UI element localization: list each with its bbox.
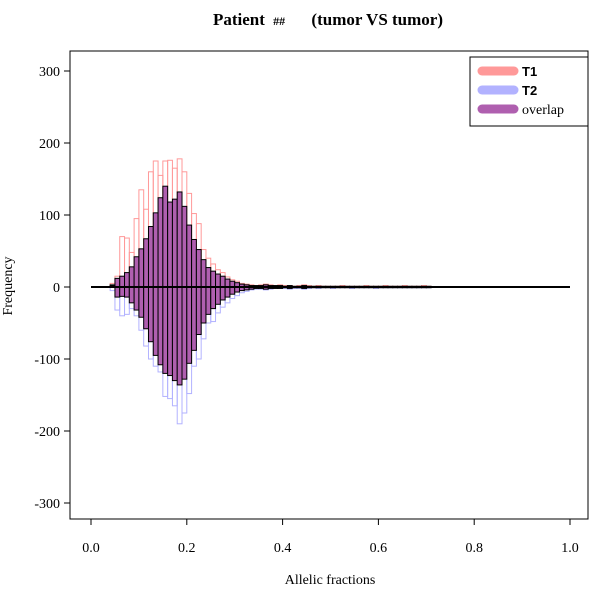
overlap-bar bbox=[167, 201, 173, 288]
x-tick-label: 0.0 bbox=[82, 541, 100, 556]
overlap-bar bbox=[167, 286, 173, 377]
y-axis: -300 -200 -100 0 100 200 300 bbox=[34, 65, 70, 512]
overlap-bar bbox=[128, 266, 135, 288]
overlap-bar bbox=[133, 286, 140, 311]
overlap-bar bbox=[143, 238, 149, 288]
overlap-bar bbox=[210, 270, 217, 288]
overlap-bar bbox=[119, 275, 126, 288]
overlap-bar bbox=[210, 286, 217, 310]
overlap-bar bbox=[162, 185, 169, 288]
overlap-bar bbox=[205, 267, 212, 288]
chart-title: Patient ## (tumor VS tumor) bbox=[213, 10, 443, 29]
plot-frame bbox=[69, 50, 589, 520]
x-axis: 0.0 0.2 0.4 0.6 0.8 1.0 bbox=[82, 519, 579, 556]
legend: T1 T2 overlap bbox=[469, 56, 589, 127]
overlap-bar bbox=[219, 275, 226, 288]
overlap-bar bbox=[224, 286, 231, 298]
x-tick-label: 0.2 bbox=[178, 541, 196, 556]
overlap-bar bbox=[152, 212, 159, 288]
overlap-bars bbox=[109, 185, 432, 386]
x-axis-label: Allelic fractions bbox=[285, 573, 376, 588]
overlap-bar bbox=[181, 205, 188, 288]
overlap-bar bbox=[224, 278, 231, 288]
overlap-bar bbox=[205, 286, 212, 315]
legend-overlap-label: overlap bbox=[522, 103, 564, 118]
overlap-bar bbox=[195, 286, 202, 336]
overlap-bar bbox=[128, 286, 135, 304]
overlap-bar bbox=[191, 238, 197, 288]
overlap-bar bbox=[200, 259, 207, 288]
overlap-bar bbox=[176, 286, 183, 386]
x-tick-label: 0.6 bbox=[370, 541, 388, 556]
overlap-bar bbox=[157, 286, 164, 366]
y-tick-label: 100 bbox=[39, 209, 60, 224]
x-tick-label: 1.0 bbox=[561, 541, 579, 556]
overlap-bar bbox=[152, 286, 159, 356]
overlap-bar bbox=[215, 273, 221, 288]
legend-t2-label: T2 bbox=[522, 83, 537, 98]
overlap-bar bbox=[124, 272, 130, 288]
overlap-bar bbox=[229, 286, 236, 295]
x-tick-label: 0.8 bbox=[465, 541, 483, 556]
overlap-bar bbox=[215, 286, 221, 305]
legend-t1-label: T1 bbox=[522, 64, 537, 79]
overlap-bar bbox=[191, 286, 197, 351]
overlap-bar bbox=[176, 191, 183, 288]
overlap-bar bbox=[200, 286, 207, 324]
y-tick-label: 200 bbox=[39, 137, 60, 152]
overlap-bar bbox=[114, 286, 121, 298]
overlap-bar bbox=[195, 249, 202, 288]
y-tick-label: -300 bbox=[34, 497, 60, 512]
overlap-bar bbox=[143, 286, 149, 330]
overlap-bar bbox=[186, 224, 193, 288]
y-tick-label: 300 bbox=[39, 65, 60, 80]
overlap-bar bbox=[147, 286, 154, 343]
x-tick-label: 0.4 bbox=[274, 541, 292, 556]
overlap-bar bbox=[181, 286, 188, 380]
y-axis-label: Frequency bbox=[1, 256, 16, 315]
overlap-bar bbox=[171, 198, 178, 288]
overlap-bar bbox=[133, 256, 140, 288]
overlap-bar bbox=[219, 286, 226, 301]
overlap-bar bbox=[157, 197, 164, 288]
overlap-bar bbox=[162, 286, 169, 374]
overlap-bar bbox=[186, 286, 193, 364]
y-tick-label: -100 bbox=[34, 353, 60, 368]
overlap-bar bbox=[138, 286, 145, 318]
overlap-bar bbox=[124, 286, 130, 298]
overlap-bar bbox=[171, 286, 178, 382]
overlap-bar bbox=[147, 226, 154, 288]
y-tick-label: -200 bbox=[34, 425, 60, 440]
overlap-bar bbox=[138, 248, 145, 288]
overlap-bar bbox=[114, 277, 121, 288]
y-tick-label: 0 bbox=[53, 281, 60, 296]
overlap-bar bbox=[119, 286, 126, 297]
